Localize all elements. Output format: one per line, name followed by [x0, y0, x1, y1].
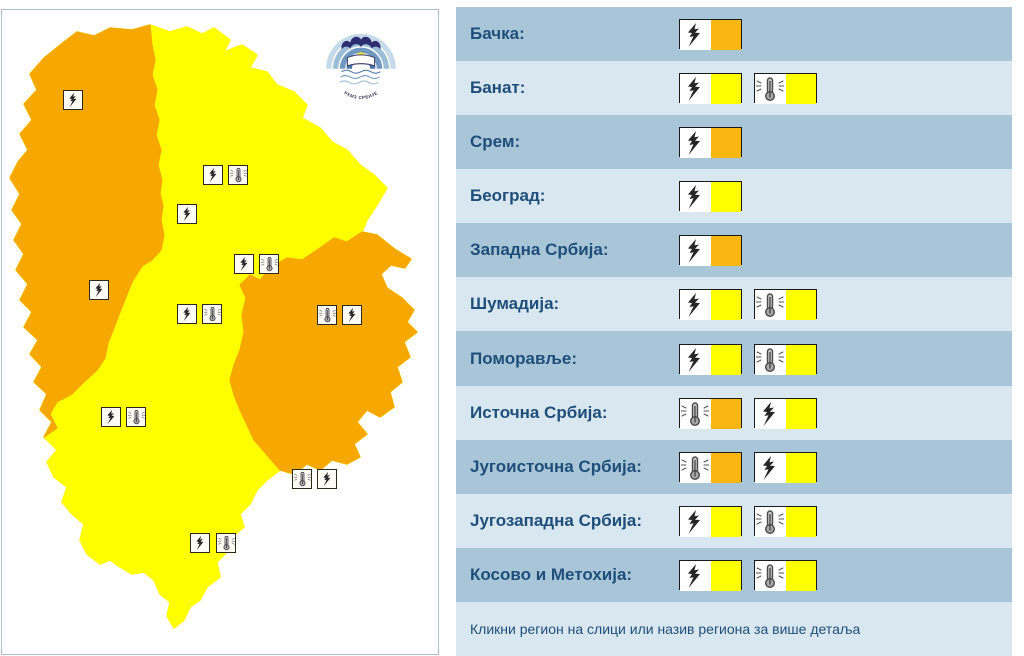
svg-text:РХМЗ СРБИЈЕ: РХМЗ СРБИЈЕ — [343, 90, 378, 100]
